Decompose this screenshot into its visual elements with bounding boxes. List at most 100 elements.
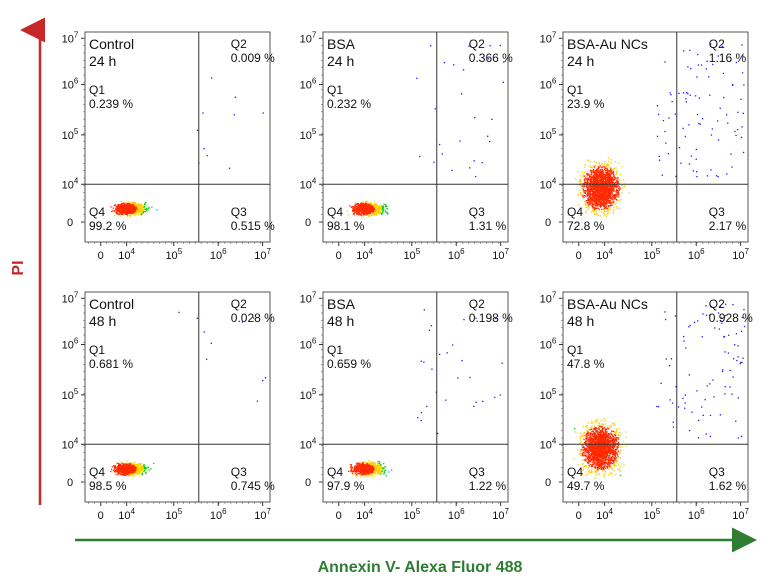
event-dot [594,193,596,195]
event-dot [130,210,132,212]
event-dot [606,194,608,196]
event-dot [613,168,615,170]
event-dot [617,181,619,183]
event-dot [596,171,598,173]
event-dot [583,189,585,192]
event-dot [607,182,609,184]
event-dot [134,201,136,203]
event-dot [369,210,371,213]
event-dot [613,197,616,199]
event-dot [599,203,601,205]
event-dot [375,213,378,215]
event-dot [587,179,589,181]
event-dot [589,160,591,163]
event-dot [127,201,130,203]
event-dot [439,143,441,146]
event-dot [123,208,125,210]
event-dot [119,463,121,465]
event-dot [589,198,592,201]
event-dot [111,466,113,468]
event-dot [575,178,577,180]
event-dot [372,203,374,206]
event-dot [114,210,116,212]
event-dot [126,204,128,207]
event-dot [127,474,129,476]
event-dot [374,204,376,207]
event-dot [377,208,379,210]
event-dot [117,468,120,471]
event-dot [133,469,136,471]
event-dot [611,196,614,198]
event-dot [612,181,614,183]
event-dot [618,187,621,190]
event-dot [499,44,501,47]
event-dot [607,181,609,183]
event-dot [360,202,362,205]
event-dot [350,206,352,208]
event-dot [606,168,609,171]
x-tick-exponent: 7 [744,247,749,256]
event-dot [135,208,138,210]
event-dot [146,208,149,211]
event-dot [696,76,698,78]
event-dot [607,211,609,213]
event-dot [595,186,597,188]
event-dot [126,210,128,212]
event-dot [115,211,117,213]
y-tick-label: 105 [540,127,557,142]
event-dot [592,185,594,187]
event-dot [362,204,364,207]
event-dot [126,213,128,215]
event-dot [597,200,599,203]
event-dot [135,206,137,208]
event-dot [600,196,603,198]
event-dot [123,202,125,204]
event-dot [592,210,594,212]
event-dot [586,200,588,202]
event-dot [138,212,140,214]
event-dot [613,184,615,187]
event-dot [358,203,360,206]
event-dot [609,187,612,189]
event-dot [609,200,611,202]
event-dot [459,140,461,142]
y-tick-exponent: 5 [552,127,557,136]
event-dot [591,204,594,206]
event-dot [365,208,367,210]
event-dot [144,211,146,213]
event-dot [611,172,613,174]
event-dot [735,134,737,137]
event-dot [601,197,603,200]
event-dot [131,470,133,472]
event-dot [606,186,608,189]
event-dot [375,214,377,216]
quadrant-value-q4: 98.1 % [327,219,365,233]
event-dot [143,209,145,211]
event-dot [357,208,360,210]
event-dot [125,211,127,213]
event-dot [355,201,357,204]
event-dot [462,69,465,71]
event-dot [585,185,587,187]
event-dot [143,463,145,466]
event-dot [743,84,745,86]
event-dot [120,205,122,208]
event-dot [129,473,131,476]
event-dot [670,94,672,96]
event-dot [138,206,140,209]
event-dot [126,207,128,210]
event-dot [596,170,598,172]
event-dot [611,191,613,193]
event-dot [145,471,147,473]
event-dot [233,114,235,116]
event-dot [598,204,600,206]
event-dot [706,175,709,177]
event-dot [656,135,659,137]
y-tick-exponent: 4 [312,176,317,185]
event-dot [606,196,608,198]
event-dot [135,213,137,215]
event-dot [136,209,138,211]
event-dot [695,158,697,160]
event-dot [609,192,611,194]
